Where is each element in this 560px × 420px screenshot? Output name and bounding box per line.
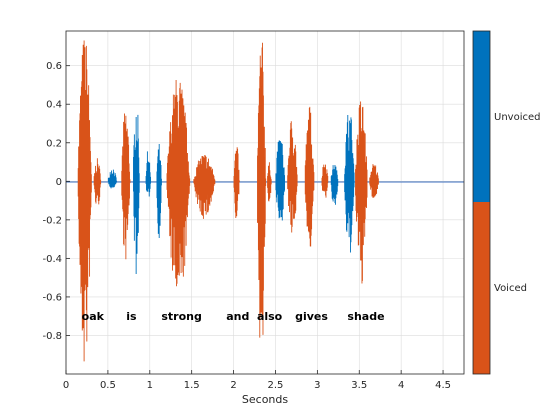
- unvoiced-waveform-path: [145, 151, 152, 197]
- voiced-waveform-path: [355, 101, 368, 284]
- voiced-waveform-path: [233, 147, 240, 218]
- y-tick-label: -0.8: [42, 331, 62, 342]
- voiced-segment: [304, 106, 315, 247]
- colorbar-voiced-swatch: [473, 202, 490, 374]
- voiced-segment: [267, 162, 272, 202]
- unvoiced-segment: [330, 165, 339, 205]
- unvoiced-segment: [133, 114, 140, 274]
- voiced-waveform-path: [267, 162, 272, 202]
- voiced-segment: [321, 164, 329, 198]
- word-label: gives: [295, 310, 328, 323]
- y-tick-label: 0.4: [46, 100, 62, 111]
- x-axis-ticks: 0 0.5 1 1.5 2 2.5 3 3.5 4 4.5: [63, 370, 451, 391]
- x-tick-label: 1.5: [184, 380, 200, 391]
- voiced-segment: [193, 155, 216, 219]
- voiced-segment: [121, 113, 131, 260]
- x-tick-label: 2.5: [268, 380, 284, 391]
- voiced-waveform-path: [93, 158, 102, 205]
- voiced-waveform-path: [321, 164, 329, 198]
- x-axis-label: Seconds: [242, 393, 288, 406]
- colorbar-border: [472, 30, 491, 375]
- plot-area: oak is strong and also gives shade 0 0.5 1 1.5 2 2.…: [42, 30, 465, 406]
- voiced-segment: [355, 101, 368, 284]
- x-tick-label: 2: [230, 380, 236, 391]
- voiced-segment: [233, 147, 240, 218]
- voiced-segment: [166, 79, 191, 287]
- word-label: is: [126, 310, 137, 323]
- x-tick-label: 4: [398, 380, 404, 391]
- colorbar: Unvoiced Voiced: [472, 30, 540, 375]
- voiced-waveform-path: [369, 164, 379, 198]
- unvoiced-segment: [344, 114, 355, 253]
- unvoiced-segment: [156, 143, 162, 238]
- unvoiced-waveform-path: [156, 143, 162, 238]
- voiced-waveform-path: [193, 155, 216, 219]
- word-label: oak: [82, 310, 105, 323]
- voiced-waveform-path: [257, 42, 267, 338]
- word-label: also: [257, 310, 283, 323]
- colorbar-label-unvoiced: Unvoiced: [494, 112, 540, 123]
- y-tick-label: 0: [56, 177, 62, 188]
- voiced-waveform-path: [287, 121, 298, 233]
- voiced-segment: [77, 40, 92, 362]
- unvoiced-waveform-path: [344, 114, 355, 253]
- voiced-segment: [369, 164, 379, 198]
- x-tick-label: 0.5: [100, 380, 116, 391]
- colorbar-label-voiced: Voiced: [494, 283, 527, 294]
- axes-box: [65, 30, 465, 375]
- x-tick-label: 1: [147, 380, 153, 391]
- x-tick-label: 4.5: [435, 380, 451, 391]
- unvoiced-segment: [145, 151, 152, 197]
- voiced-waveform-path: [77, 40, 92, 362]
- word-label: shade: [347, 310, 384, 323]
- voiced-segment: [287, 121, 298, 233]
- y-tick-label: -0.6: [42, 292, 62, 303]
- voiced-waveform-path: [121, 113, 131, 260]
- word-label: and: [226, 310, 249, 323]
- unvoiced-segment: [107, 169, 118, 189]
- y-tick-label: -0.4: [42, 254, 62, 265]
- y-tick-label: -0.2: [42, 215, 62, 226]
- unvoiced-segment: [275, 140, 285, 221]
- x-tick-label: 0: [63, 380, 69, 391]
- unvoiced-waveform-path: [275, 140, 285, 221]
- voiced-waveform-path: [166, 79, 191, 287]
- y-tick-label: 0.6: [46, 61, 62, 72]
- voiced-segment: [93, 158, 102, 205]
- voiced-waveform-path: [304, 106, 315, 247]
- unvoiced-waveform-path: [330, 165, 339, 205]
- waveform: [77, 40, 379, 362]
- y-tick-label: 0.2: [46, 138, 62, 149]
- unvoiced-waveform-path: [107, 169, 118, 189]
- y-axis-ticks: -0.8 -0.6 -0.4 -0.2 0 0.2 0.4 0.6: [42, 61, 70, 342]
- unvoiced-waveform-path: [133, 114, 140, 274]
- x-tick-label: 3: [314, 380, 320, 391]
- x-tick-label: 3.5: [351, 380, 367, 391]
- word-label: strong: [161, 310, 202, 323]
- colorbar-unvoiced-swatch: [473, 31, 490, 202]
- word-labels: oak is strong and also gives shade: [82, 310, 385, 323]
- voiced-segment: [257, 42, 267, 338]
